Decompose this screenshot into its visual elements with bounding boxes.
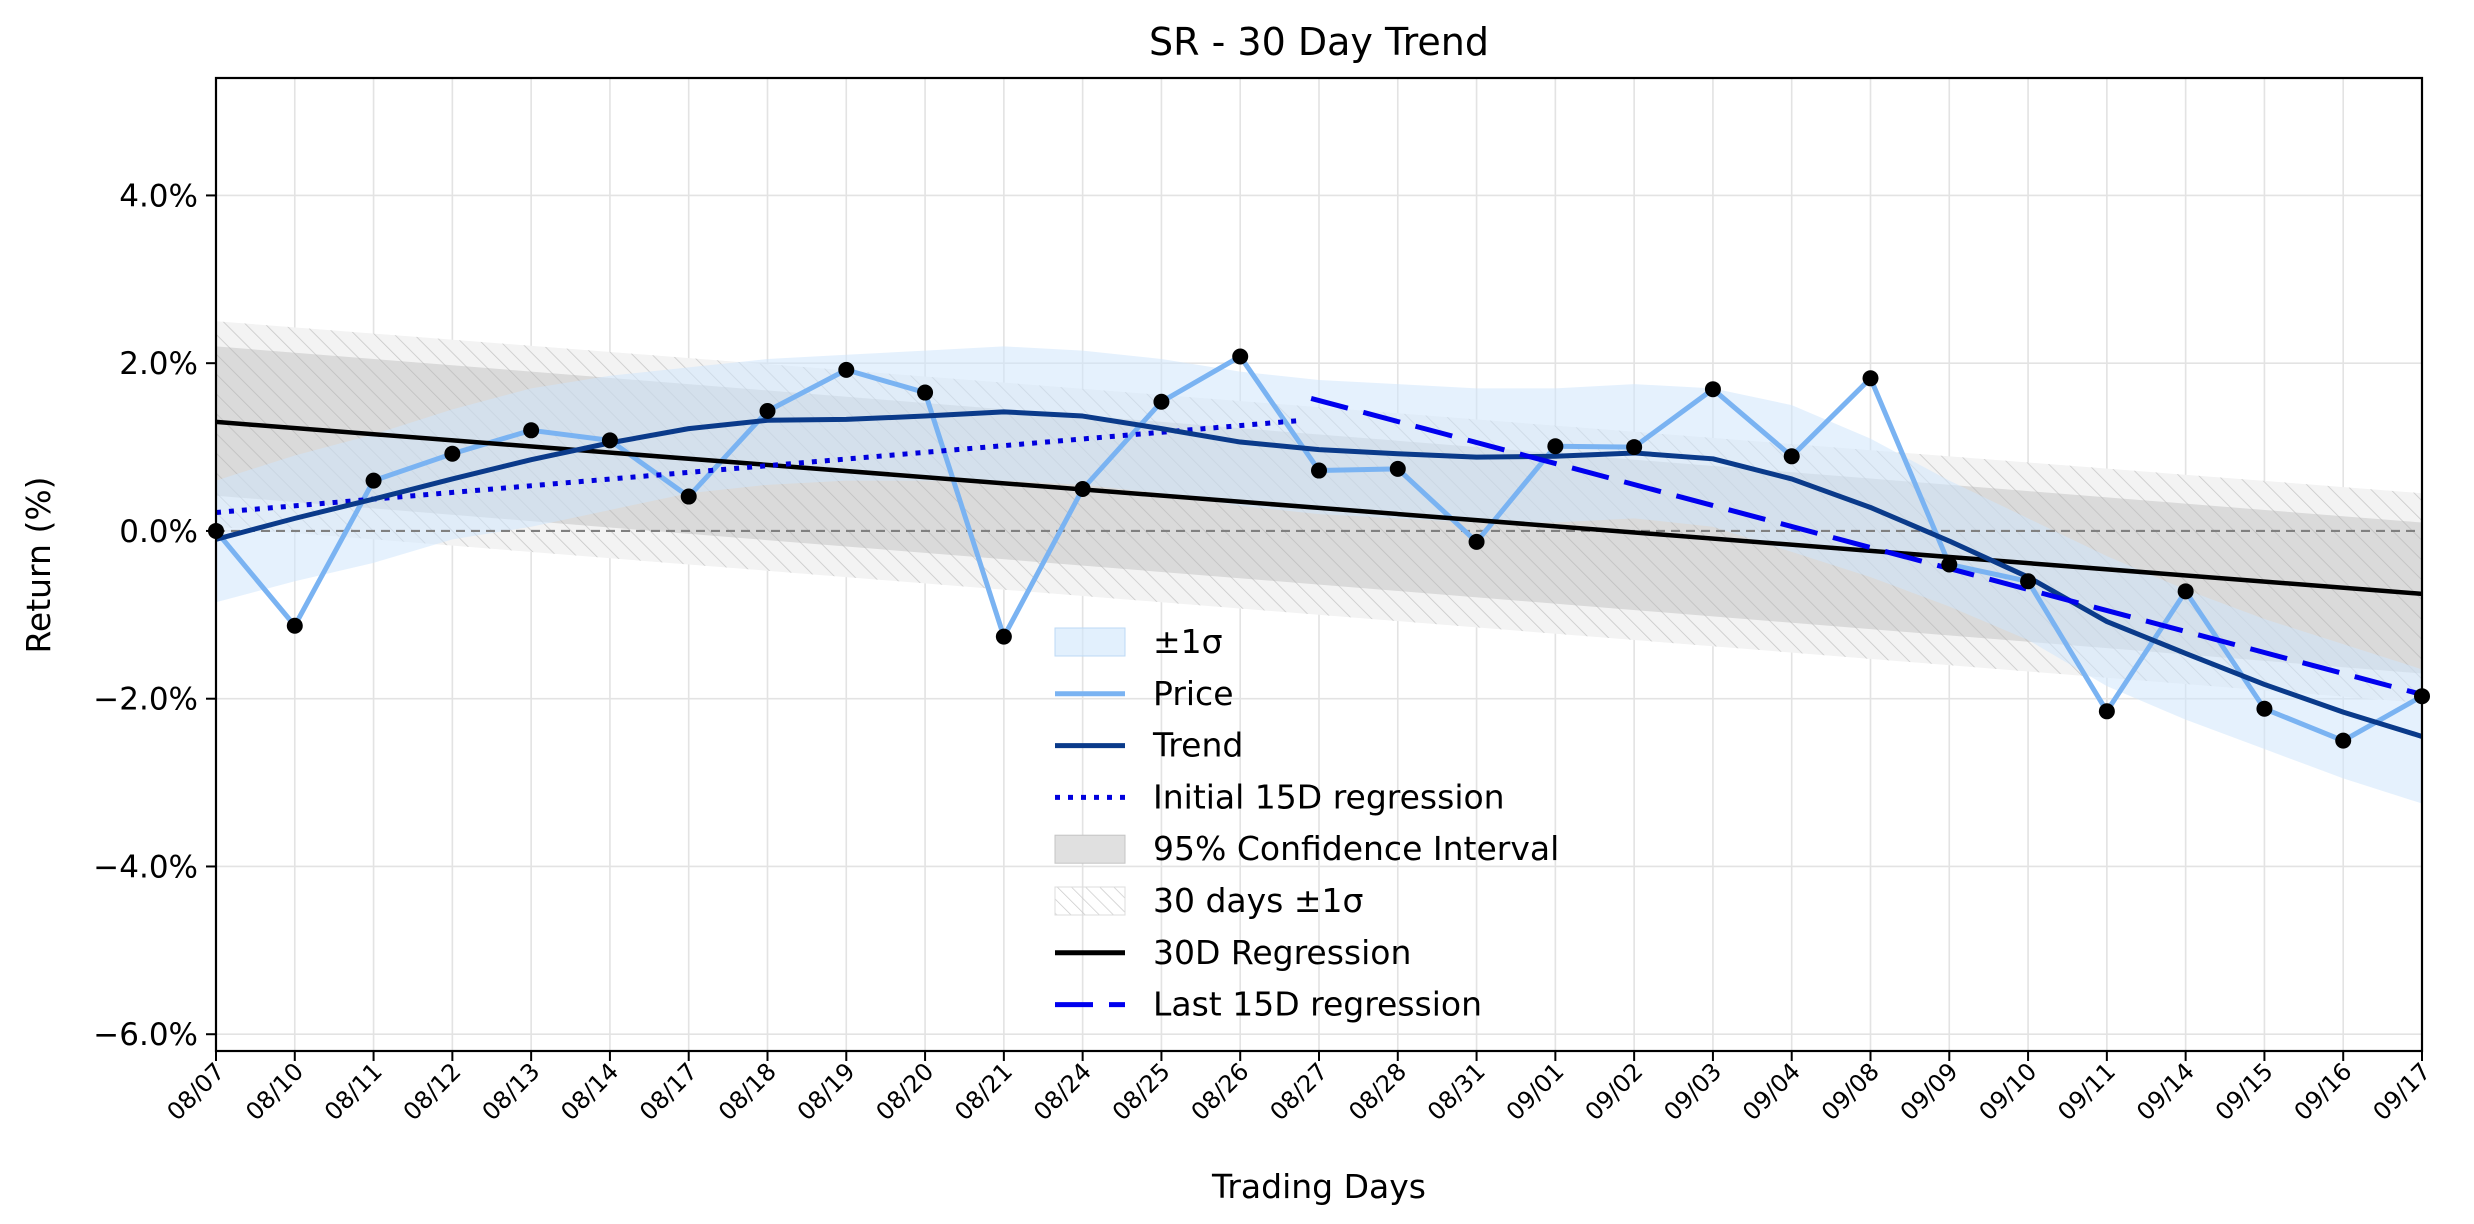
x-tick-label: 09/15 [2210, 1057, 2279, 1126]
price-point [2256, 700, 2273, 717]
legend-label: Initial 15D regression [1153, 777, 1505, 816]
legend-swatch-30d-sigma [1054, 886, 1126, 916]
legend-label: 30 days ±1σ [1153, 881, 1363, 920]
price-point [1704, 381, 1721, 398]
price-point [1547, 438, 1564, 455]
points-layer [208, 348, 2430, 749]
price-point [1783, 448, 1800, 465]
x-tick-label: 09/16 [2289, 1057, 2358, 1126]
price-point [1389, 460, 1406, 477]
legend-item: ±1σ [1054, 622, 1223, 661]
x-tick-label: 08/10 [240, 1057, 309, 1126]
x-tick-label: 09/08 [1816, 1057, 1885, 1126]
price-point [2098, 703, 2115, 720]
x-tick-label: 08/25 [1107, 1057, 1176, 1126]
legend-item: 30 days ±1σ [1054, 881, 1363, 920]
price-point [1153, 393, 1170, 410]
last-15d-regression-line [1310, 396, 2422, 697]
x-tick-label: 09/02 [1580, 1057, 1649, 1126]
y-tick-label: 4.0% [119, 178, 198, 214]
legend: ±1σ Price Trend Initial 15D regression 95% C… [1054, 622, 1559, 1024]
price-point [1311, 462, 1327, 479]
x-tick-label: 09/14 [2131, 1057, 2200, 1126]
price-point [365, 472, 382, 489]
price-point [2177, 583, 2194, 600]
y-tick-label: 0.0% [119, 514, 198, 550]
legend-label: Price [1153, 674, 1234, 713]
y-axis-label: Return (%) [19, 476, 58, 653]
price-point [995, 628, 1012, 645]
x-tick-label: 08/07 [162, 1057, 231, 1126]
price-point [286, 617, 303, 634]
price-point [523, 422, 540, 439]
legend-label: Last 15D regression [1153, 985, 1482, 1024]
x-tick-label: 08/31 [1422, 1057, 1491, 1126]
chart-title: SR - 30 Day Trend [1149, 20, 1489, 64]
legend-swatch-confidence [1054, 834, 1126, 864]
x-tick-label: 09/04 [1737, 1057, 1806, 1126]
y-tick-label: −4.0% [93, 849, 198, 885]
price-point [1862, 370, 1879, 387]
trend-line [216, 409, 2422, 739]
x-tick-label: 08/24 [1028, 1057, 1097, 1126]
price-point [1074, 481, 1091, 498]
price-point [601, 432, 618, 449]
x-tick-label: 09/01 [1501, 1057, 1570, 1126]
legend-swatch-sigma [1054, 627, 1126, 657]
legend-item: Initial 15D regression [1055, 777, 1505, 816]
x-tick-label: 08/12 [398, 1057, 467, 1126]
price-point [838, 361, 855, 378]
price-point [917, 384, 934, 401]
price-point [1941, 556, 1958, 573]
legend-item: Last 15D regression [1055, 985, 1482, 1024]
x-axis: 08/07 08/10 08/11 08/12 08/13 08/14 08/17 08/18… [162, 1051, 2437, 1126]
price-point [2020, 573, 2037, 590]
legend-item: Price [1055, 674, 1234, 713]
x-tick-label: 08/11 [319, 1057, 388, 1126]
price-point [1626, 439, 1643, 456]
legend-item: Trend [1055, 726, 1243, 765]
price-point [1232, 348, 1249, 365]
x-tick-label: 08/18 [713, 1057, 782, 1126]
price-point [680, 488, 697, 505]
x-tick-label: 08/20 [871, 1057, 940, 1126]
x-tick-label: 08/27 [1265, 1057, 1334, 1126]
price-point [2335, 732, 2352, 749]
y-tick-label: −6.0% [93, 1017, 198, 1053]
x-tick-label: 08/17 [634, 1057, 703, 1126]
x-tick-label: 09/17 [2368, 1057, 2437, 1126]
price-point [1468, 533, 1485, 550]
legend-label: 95% Confidence Interval [1153, 829, 1559, 868]
x-tick-label: 08/21 [949, 1057, 1018, 1126]
x-tick-label: 08/14 [555, 1057, 624, 1126]
price-point [444, 445, 461, 462]
y-tick-label: 2.0% [119, 346, 198, 382]
x-tick-label: 08/26 [1186, 1057, 1255, 1126]
x-tick-label: 09/11 [2052, 1057, 2121, 1126]
x-tick-label: 08/28 [1343, 1057, 1412, 1126]
x-tick-label: 09/10 [1974, 1057, 2043, 1126]
y-tick-label: −2.0% [93, 682, 198, 718]
legend-item: 30D Regression [1055, 933, 1411, 972]
legend-label: Trend [1152, 726, 1243, 765]
legend-item: 95% Confidence Interval [1054, 829, 1559, 868]
y-axis: 4.0% 2.0% 0.0% −2.0% −4.0% −6.0% [93, 178, 216, 1053]
legend-label: ±1σ [1153, 622, 1223, 661]
x-tick-label: 09/09 [1895, 1057, 1964, 1126]
x-tick-label: 08/13 [477, 1057, 546, 1126]
x-axis-label: Trading Days [1211, 1167, 1426, 1206]
x-tick-label: 08/19 [792, 1057, 861, 1126]
legend-label: 30D Regression [1153, 933, 1411, 972]
x-tick-label: 09/03 [1658, 1057, 1727, 1126]
band-sigma [216, 346, 2422, 804]
price-point [759, 403, 776, 420]
